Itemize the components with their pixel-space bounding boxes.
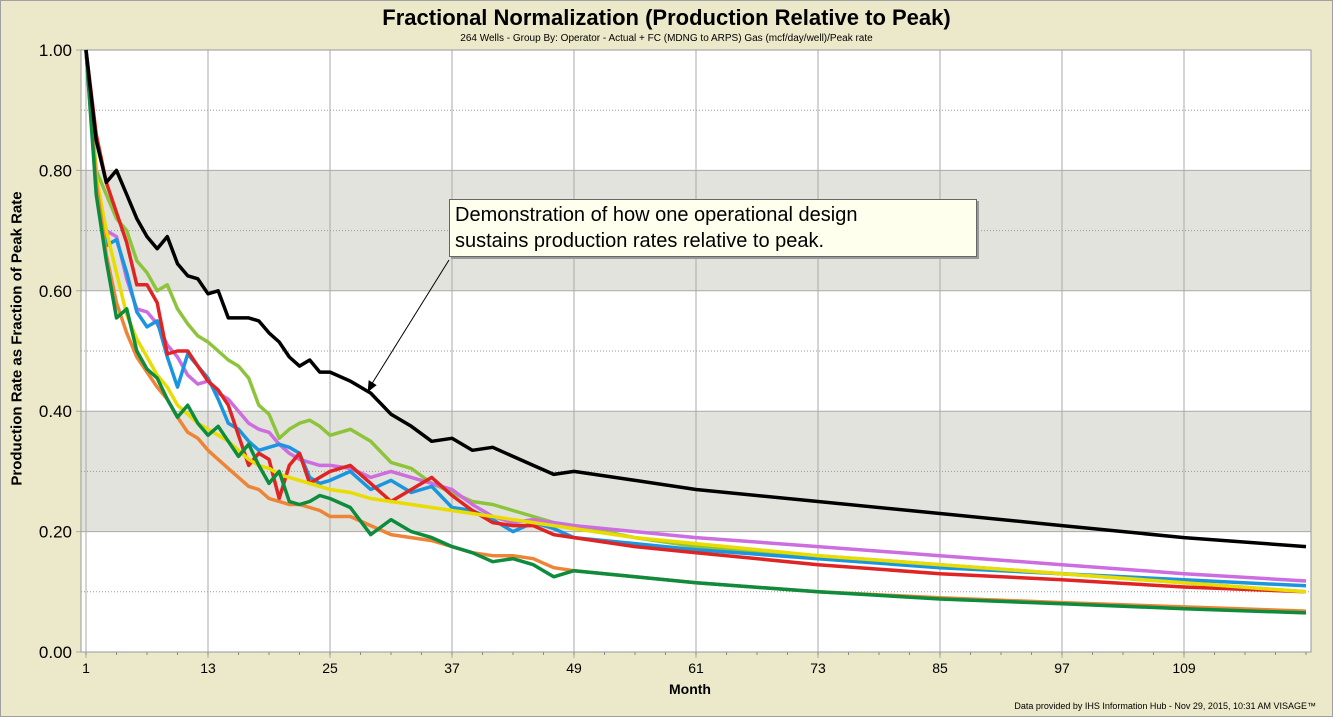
series-line-0 — [84, 49, 1307, 549]
x-tick-label: 73 — [810, 660, 826, 676]
y-tick-label: 0.00 — [39, 643, 72, 662]
chart-title: Fractional Normalization (Production Rel… — [382, 5, 951, 30]
x-tick-label: 97 — [1054, 660, 1070, 676]
plot-border — [80, 49, 1312, 653]
x-tick-label: 25 — [322, 660, 338, 676]
chart-subtitle: 264 Wells - Group By: Operator - Actual … — [460, 33, 873, 44]
x-tick-label: 109 — [1172, 660, 1196, 676]
x-tick-label: 85 — [932, 660, 948, 676]
y-tick-label: 0.80 — [39, 161, 72, 180]
y-axis-label: Production Rate as Fraction of Peak Rate — [8, 191, 26, 486]
series-line-4 — [84, 49, 1307, 594]
y-tick-label: 0.40 — [39, 402, 72, 421]
x-tick-label: 13 — [200, 660, 216, 676]
x-tick-label: 1 — [82, 660, 90, 676]
series-line-7 — [84, 49, 1307, 615]
x-tick-label: 61 — [688, 660, 704, 676]
annotation-callout: Demonstration of how one operational des… — [449, 199, 977, 257]
x-axis-label: Month — [669, 681, 711, 697]
x-tick-label: 37 — [444, 660, 460, 676]
y-tick-label: 0.20 — [39, 523, 72, 542]
y-tick-label: 0.60 — [39, 282, 72, 301]
series-line-5 — [84, 49, 1307, 594]
data-credit: Data provided by IHS Information Hub - N… — [1014, 701, 1316, 711]
annotation-leader-line — [371, 259, 450, 385]
annotation-arrowhead-icon — [367, 380, 377, 393]
x-tick-label: 49 — [566, 660, 582, 676]
y-tick-label: 1.00 — [39, 41, 72, 60]
